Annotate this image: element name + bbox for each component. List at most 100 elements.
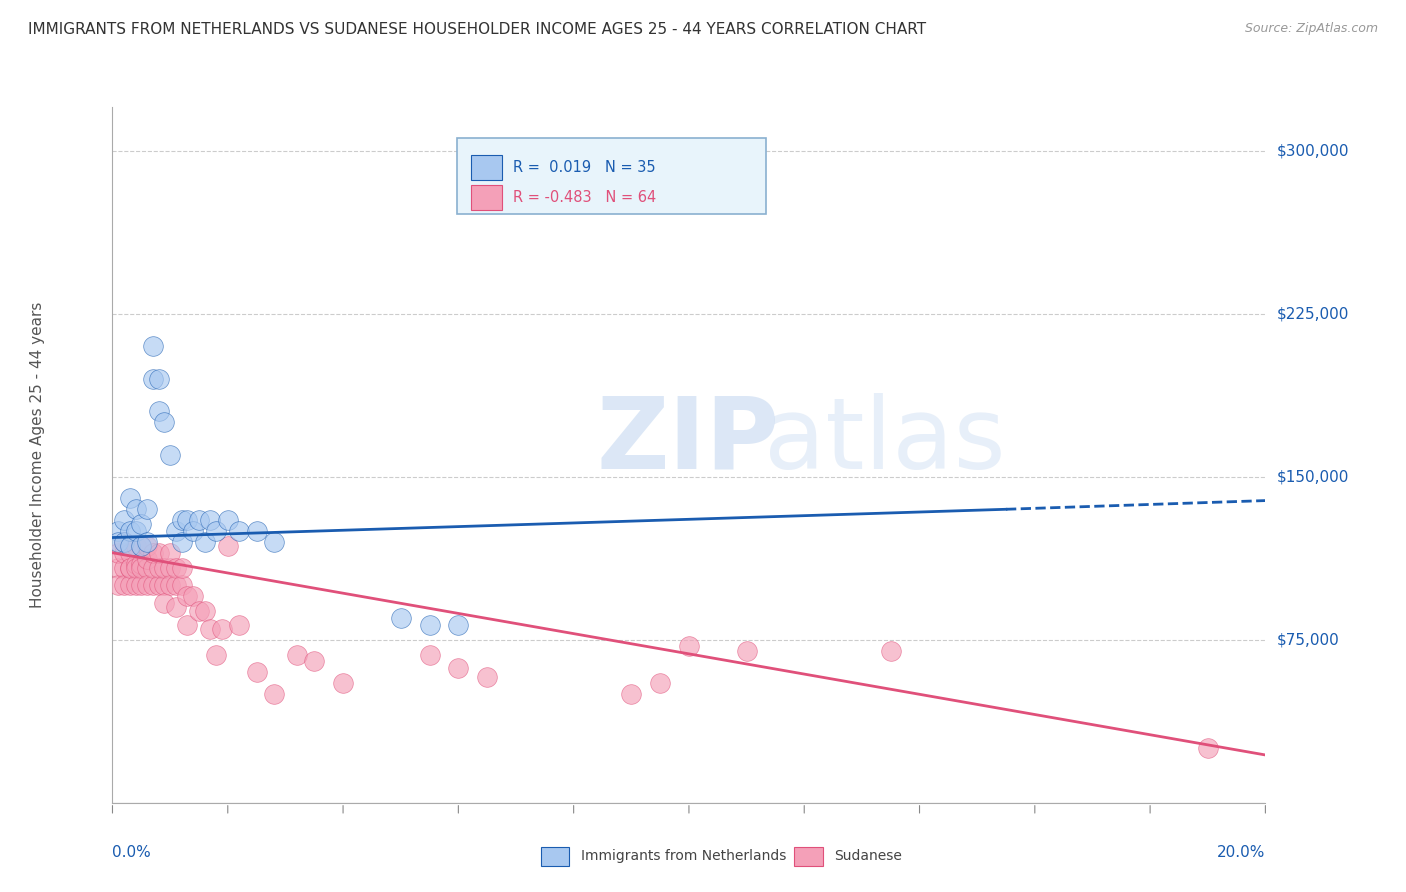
Point [136,535,159,549]
Point [142,339,165,353]
Point [620,687,643,701]
Point [107,524,129,538]
Point [112,561,135,575]
Point [1197,741,1219,756]
Text: R = -0.483   N = 64: R = -0.483 N = 64 [513,190,657,205]
Text: $300,000: $300,000 [1277,143,1348,158]
Point [112,535,135,549]
Point [245,665,267,680]
Point [136,502,159,516]
Point [107,535,129,549]
Text: Source: ZipAtlas.com: Source: ZipAtlas.com [1244,22,1378,36]
Point [148,372,170,386]
Text: Householder Income Ages 25 - 44 years: Householder Income Ages 25 - 44 years [30,301,45,608]
Point [332,676,354,690]
Point [124,539,146,553]
Point [228,617,250,632]
Point [211,622,233,636]
Point [136,539,159,553]
Point [304,655,326,669]
Point [107,561,129,575]
Point [205,648,228,662]
Point [165,561,187,575]
Text: atlas: atlas [763,392,1005,490]
Point [118,539,141,553]
Point [118,561,141,575]
Point [118,561,141,575]
Point [170,513,193,527]
Point [153,561,176,575]
Point [159,546,181,560]
Point [165,600,187,615]
Point [142,561,165,575]
Text: 0.0%: 0.0% [112,845,152,860]
Point [136,561,159,575]
Text: 20.0%: 20.0% [1218,845,1265,860]
Point [165,578,187,592]
Point [880,643,903,657]
Point [129,539,153,553]
Point [200,513,222,527]
Point [153,596,176,610]
Point [419,617,441,632]
Point [159,561,181,575]
Point [217,539,239,553]
Point [475,670,498,684]
Text: $75,000: $75,000 [1277,632,1340,648]
Point [188,605,211,619]
Point [112,513,135,527]
Point [124,502,146,516]
Point [194,535,217,549]
Point [263,687,285,701]
Point [389,611,412,625]
Point [285,648,308,662]
Point [129,557,153,571]
Point [153,578,176,592]
Point [678,639,700,653]
Point [447,617,470,632]
Point [112,578,135,592]
Point [112,546,135,560]
Point [142,546,165,560]
Point [263,535,285,549]
Point [124,578,146,592]
Point [447,661,470,675]
Point [170,535,193,549]
Text: IMMIGRANTS FROM NETHERLANDS VS SUDANESE HOUSEHOLDER INCOME AGES 25 - 44 YEARS CO: IMMIGRANTS FROM NETHERLANDS VS SUDANESE … [28,22,927,37]
Point [148,578,170,592]
Point [107,578,129,592]
Point [735,643,758,657]
Point [419,648,441,662]
Text: Immigrants from Netherlands: Immigrants from Netherlands [581,849,786,863]
Point [129,539,153,553]
Point [136,578,159,592]
Point [245,524,267,538]
Point [124,561,146,575]
Point [118,546,141,560]
Point [181,524,204,538]
Point [148,561,170,575]
Point [136,552,159,566]
Point [124,557,146,571]
Point [217,513,239,527]
Point [118,524,141,538]
Point [200,622,222,636]
Text: $225,000: $225,000 [1277,306,1348,321]
Point [112,535,135,549]
Point [129,578,153,592]
Point [170,578,193,592]
Point [165,524,187,538]
Text: Sudanese: Sudanese [834,849,901,863]
Point [142,578,165,592]
Point [159,578,181,592]
Point [153,415,176,429]
Point [107,546,129,560]
Point [181,589,204,603]
Point [176,513,198,527]
Point [118,491,141,506]
Point [648,676,672,690]
Point [170,561,193,575]
Point [124,524,146,538]
Point [176,589,198,603]
Point [129,561,153,575]
